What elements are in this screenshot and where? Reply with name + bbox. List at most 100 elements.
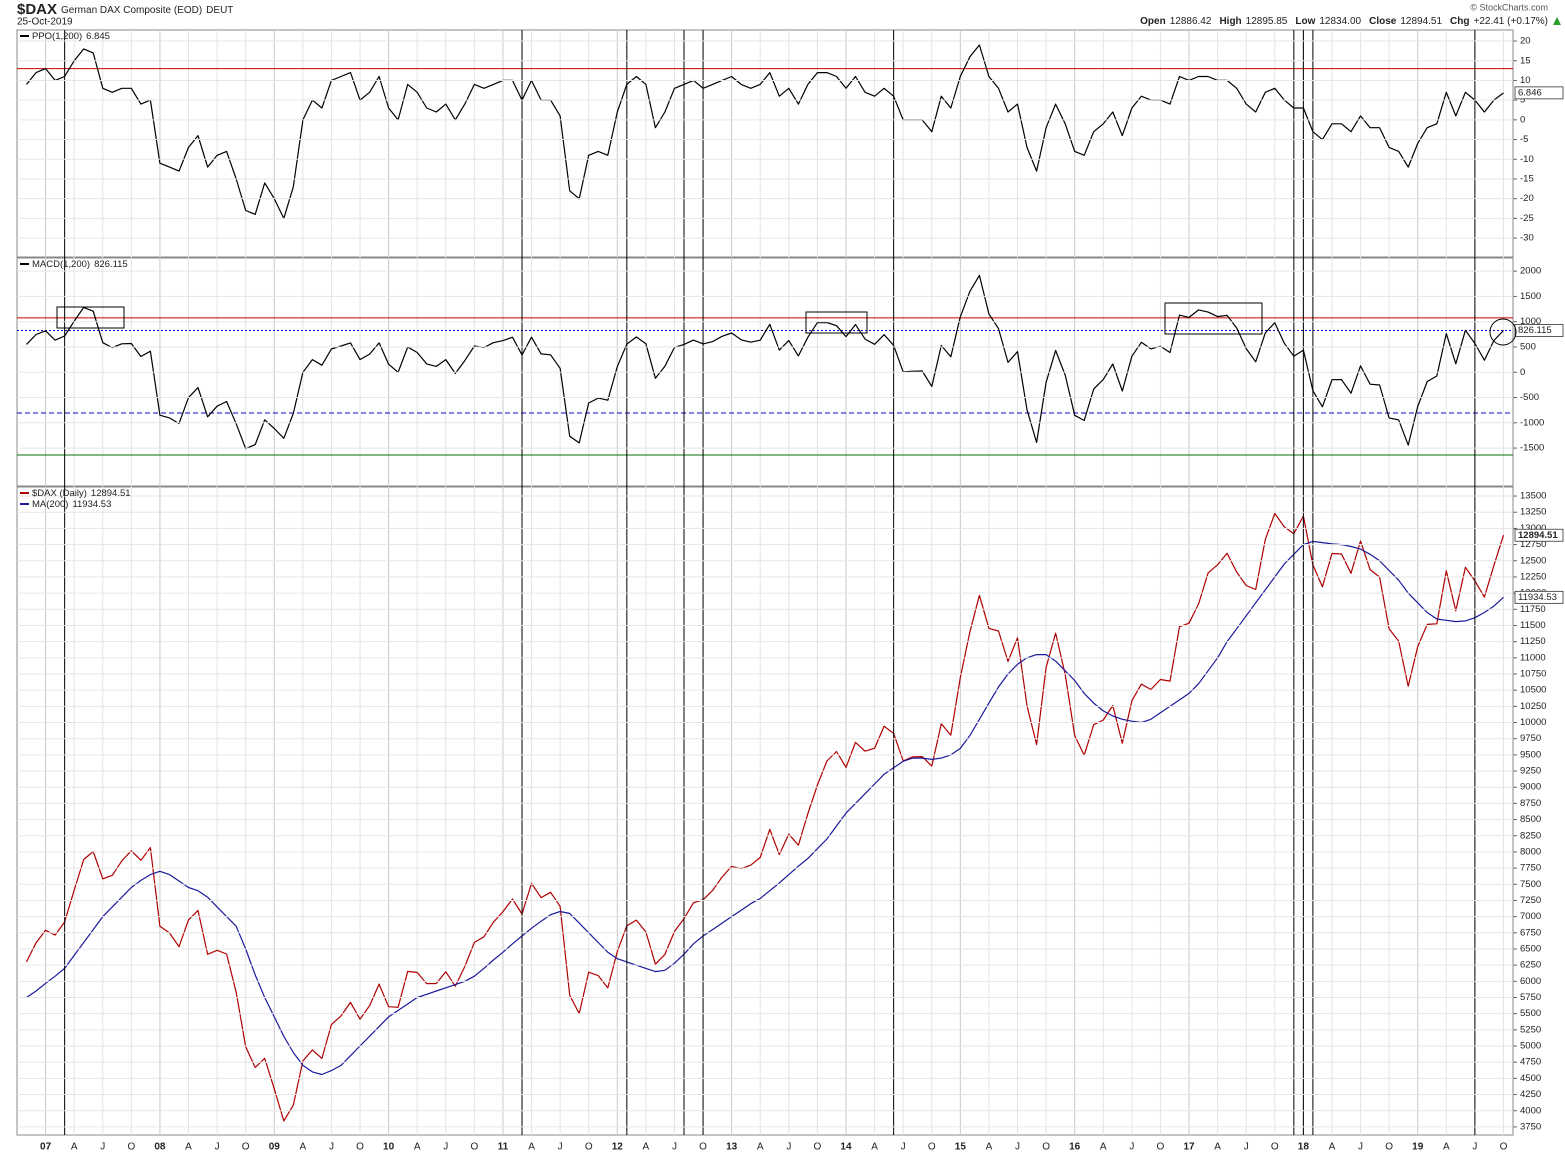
annotation-box bbox=[1164, 302, 1263, 335]
legend-name: PPO(1,200) bbox=[32, 31, 82, 42]
y-tick-label: 10000 bbox=[1520, 717, 1546, 728]
quote: Open 12886.42 High 12895.85 Low 12834.00 Close… bbox=[1140, 16, 1548, 27]
y-tick-label: 5250 bbox=[1520, 1024, 1541, 1035]
y-tick-label: 11500 bbox=[1520, 620, 1546, 631]
x-tick-label: O bbox=[1385, 1142, 1393, 1153]
y-tick-label: 7250 bbox=[1520, 895, 1541, 906]
quote-label: Low bbox=[1295, 16, 1315, 27]
y-tick-label: 5750 bbox=[1520, 992, 1541, 1003]
legend-value: 6.845 bbox=[86, 31, 110, 42]
y-tick-label: 10500 bbox=[1520, 685, 1546, 696]
y-tick-label: -25 bbox=[1520, 213, 1534, 224]
panels: 07 A J O 08 A J O 09 A J O 10 A J O 11 A J O 12 A J O 13 A J O 14 A J O… bbox=[16, 29, 1564, 1153]
x-tick-label: J bbox=[558, 1142, 563, 1153]
legend-value: 11934.53 bbox=[72, 499, 111, 510]
x-tick-label: A bbox=[1329, 1142, 1336, 1153]
x-tick-label: 11 bbox=[498, 1142, 509, 1153]
x-tick-label: A bbox=[1100, 1142, 1107, 1153]
y-tick-label: 9000 bbox=[1520, 782, 1541, 793]
value-tag-box bbox=[1514, 86, 1564, 100]
x-tick-label: J bbox=[901, 1142, 906, 1153]
x-tick-label: O bbox=[1157, 1142, 1165, 1153]
y-tick-label: 9500 bbox=[1520, 749, 1541, 760]
y-tick-label: 8250 bbox=[1520, 830, 1541, 841]
x-tick-label: A bbox=[414, 1142, 421, 1153]
x-tick-label: O bbox=[127, 1142, 135, 1153]
y-tick-label: 500 bbox=[1520, 341, 1536, 352]
value-tag: 11934.53 bbox=[1518, 592, 1557, 603]
x-tick-label: J bbox=[1472, 1142, 1477, 1153]
series-line bbox=[26, 274, 1504, 450]
y-tick-label: -20 bbox=[1520, 193, 1534, 204]
quote-value: 12834.00 bbox=[1319, 16, 1361, 27]
y-tick-label: 15 bbox=[1520, 55, 1531, 66]
annotation-circle bbox=[1489, 318, 1517, 346]
legend-entry: MA(200) 11934.53 bbox=[32, 499, 111, 510]
x-tick-label: J bbox=[443, 1142, 448, 1153]
y-tick-label: 12250 bbox=[1520, 571, 1546, 582]
x-tick-label: 17 bbox=[1183, 1142, 1195, 1153]
x-tick-label: J bbox=[672, 1142, 677, 1153]
y-tick-label: 8000 bbox=[1520, 846, 1541, 857]
value-tag-box bbox=[1514, 590, 1564, 604]
y-tick-label: 11750 bbox=[1520, 604, 1546, 615]
quote-label: Open bbox=[1140, 16, 1166, 27]
y-tick-label: 0 bbox=[1520, 367, 1525, 378]
quote-value: 12886.42 bbox=[1170, 16, 1212, 27]
value-tag-box bbox=[1514, 324, 1564, 337]
x-tick-label: A bbox=[1214, 1142, 1221, 1153]
y-tick-label: 4500 bbox=[1520, 1073, 1541, 1084]
y-tick-label: 4000 bbox=[1520, 1105, 1541, 1116]
y-tick-label: -1000 bbox=[1520, 417, 1544, 428]
x-tick-label: J bbox=[1129, 1142, 1134, 1153]
legend-value: 12894.51 bbox=[91, 488, 131, 499]
x-tick-label: J bbox=[329, 1142, 334, 1153]
x-tick-label: 15 bbox=[955, 1142, 967, 1153]
value-tag: 12894.51 bbox=[1518, 530, 1558, 541]
y-tick-label: 5 bbox=[1520, 95, 1525, 106]
annotation-box bbox=[56, 306, 125, 329]
series-line bbox=[25, 512, 1505, 1122]
x-tick-label: J bbox=[1358, 1142, 1363, 1153]
quote-value: +22.41 (+0.17%) bbox=[1474, 16, 1549, 27]
x-tick-label: 07 bbox=[40, 1142, 52, 1153]
x-tick-label: J bbox=[786, 1142, 791, 1153]
x-tick-label: J bbox=[1015, 1142, 1020, 1153]
y-tick-label: 7000 bbox=[1520, 911, 1541, 922]
x-tick-label: O bbox=[1271, 1142, 1279, 1153]
x-tick-label: J bbox=[215, 1142, 220, 1153]
x-tick-label: 09 bbox=[269, 1142, 281, 1153]
y-tick-label: -5 bbox=[1520, 134, 1528, 145]
x-tick-label: J bbox=[1244, 1142, 1249, 1153]
value-tag: 826.115 bbox=[1518, 325, 1552, 336]
y-tick-label: -500 bbox=[1520, 392, 1539, 403]
y-tick-label: 6750 bbox=[1520, 927, 1541, 938]
x-tick-label: O bbox=[1042, 1142, 1050, 1153]
y-tick-label: 7750 bbox=[1520, 863, 1541, 874]
y-tick-label: 1000 bbox=[1520, 316, 1541, 327]
y-tick-label: 10 bbox=[1520, 75, 1531, 86]
x-tick-label: 13 bbox=[726, 1142, 738, 1153]
y-tick-label: 6500 bbox=[1520, 943, 1541, 954]
y-tick-label: 4250 bbox=[1520, 1089, 1541, 1100]
panel-frame bbox=[16, 486, 1514, 1136]
y-tick-label: 10750 bbox=[1520, 669, 1546, 680]
date: 25-Oct-2019 bbox=[17, 17, 73, 28]
x-tick-label: 18 bbox=[1298, 1142, 1310, 1153]
y-tick-label: 4750 bbox=[1520, 1057, 1541, 1068]
annotation-box bbox=[805, 311, 868, 334]
symbol: $DAX bbox=[17, 1, 57, 18]
panel-frame bbox=[16, 29, 1514, 258]
y-tick-label: 12500 bbox=[1520, 555, 1546, 566]
y-tick-label: 6250 bbox=[1520, 960, 1541, 971]
series-line bbox=[26, 44, 1504, 219]
y-tick-label: 12750 bbox=[1520, 539, 1546, 550]
up-arrow bbox=[1553, 17, 1561, 25]
y-tick-label: -15 bbox=[1520, 173, 1534, 184]
quote-label: Close bbox=[1369, 16, 1397, 27]
x-tick-label: A bbox=[1443, 1142, 1450, 1153]
x-tick-label: O bbox=[356, 1142, 364, 1153]
y-tick-label: 10250 bbox=[1520, 701, 1546, 712]
y-tick-label: 11000 bbox=[1520, 652, 1546, 663]
